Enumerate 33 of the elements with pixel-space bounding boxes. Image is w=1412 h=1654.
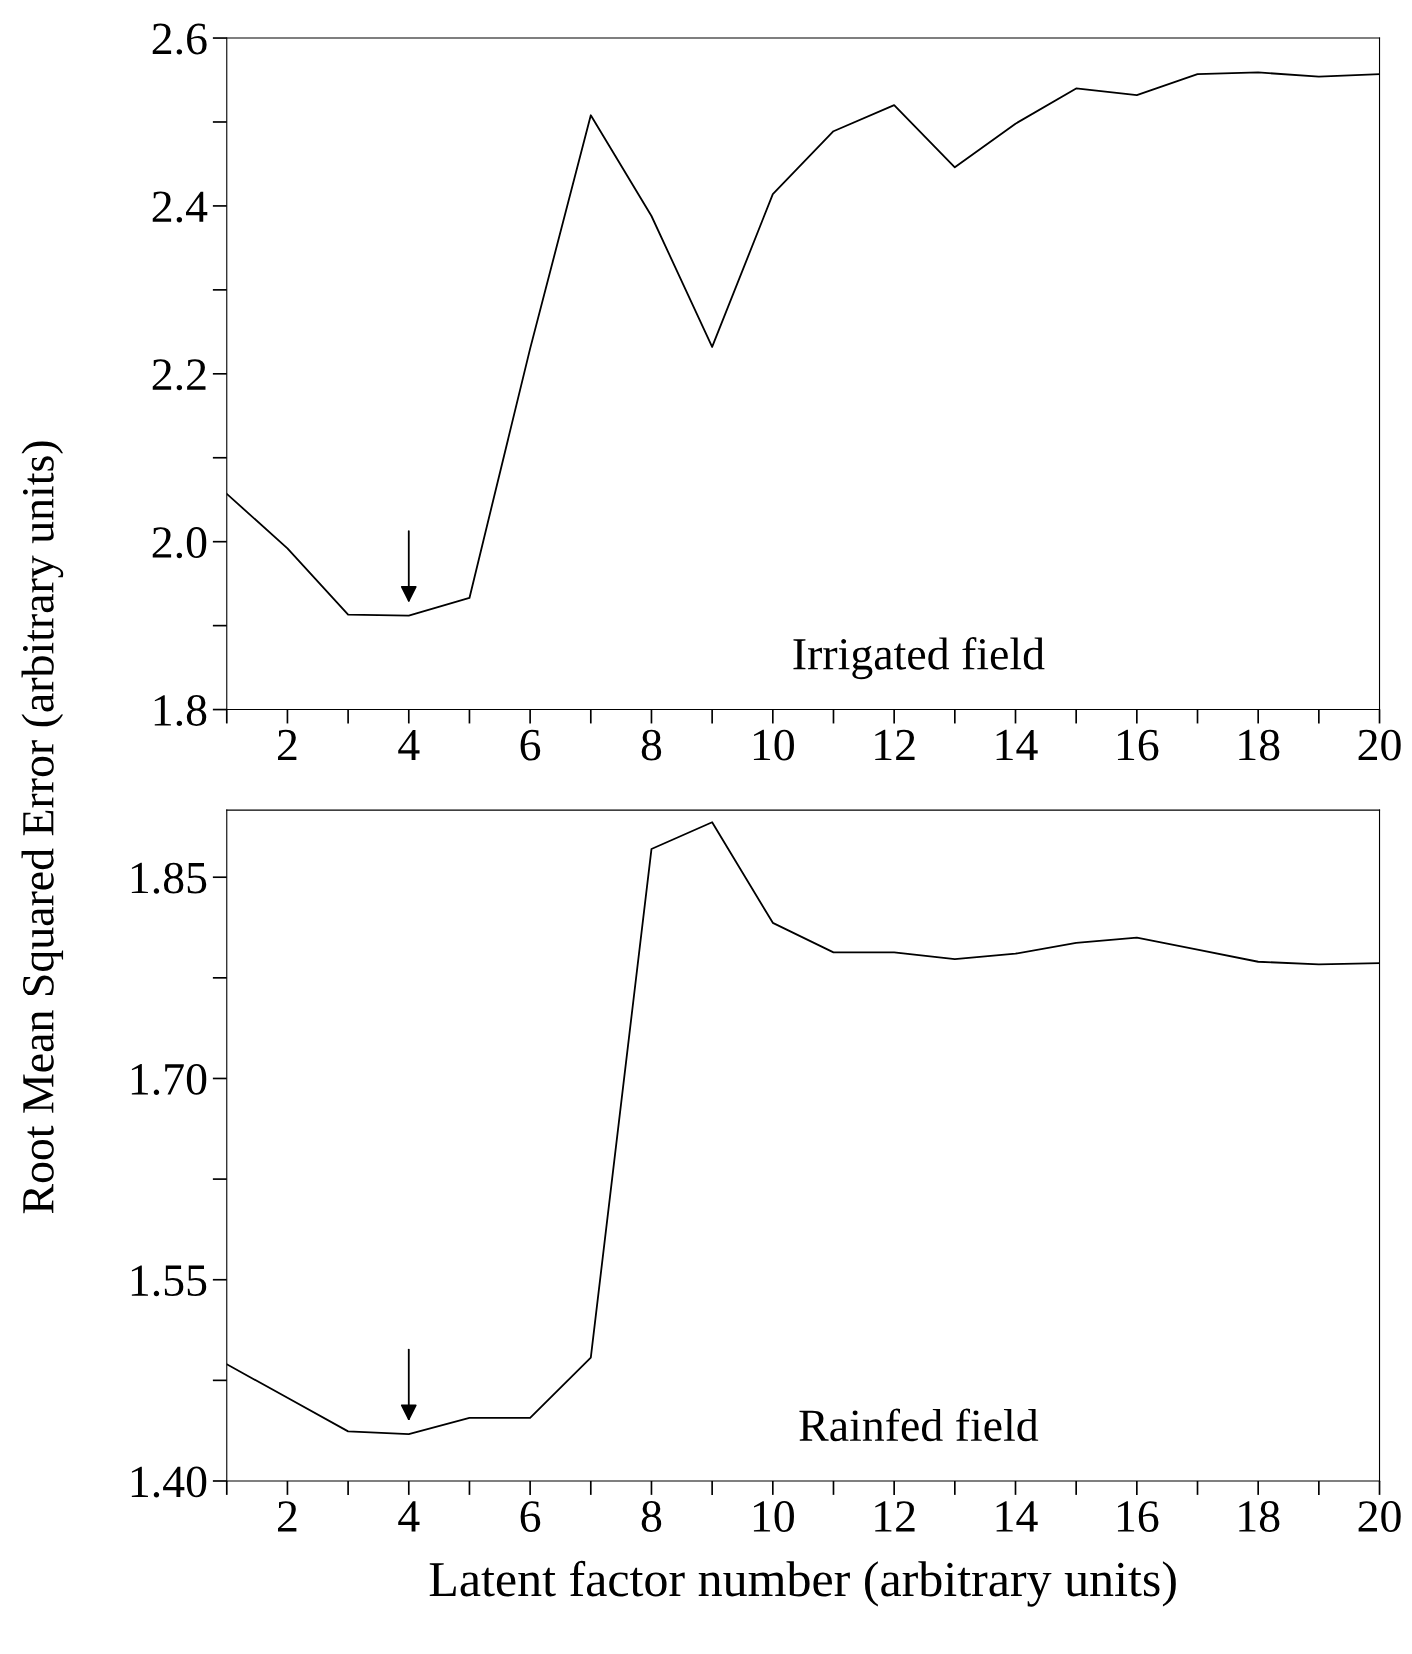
annotation: Irrigated field (793, 637, 1045, 680)
x-tick-label: 10 (753, 1501, 794, 1532)
y-tick-label: 1.55 (131, 1265, 207, 1297)
annotation: Rainfed field (799, 1408, 1039, 1442)
x-tick-label: 6 (520, 729, 541, 761)
x-tick-label: 8 (641, 1501, 662, 1532)
x-tick-label: 20 (1358, 1501, 1401, 1532)
x-tick-label: 6 (520, 1501, 541, 1532)
x-tick-label: 12 (875, 729, 915, 761)
x-tick-label: 14 (996, 729, 1038, 761)
y-axis-title: Root Mean Squared Error (arbitrary units) (21, 441, 64, 1214)
y-tick-label: 1.70 (131, 1063, 207, 1096)
x-tick-label: 8 (641, 729, 662, 761)
x-tick-label: 20 (1358, 729, 1401, 761)
y-tick-label: 2.0 (152, 527, 207, 559)
y-tick-label: 2.6 (152, 23, 207, 55)
y-tick-label: 1.40 (131, 1466, 207, 1498)
x-axis-title: Latent factor number (arbitrary units) (429, 1560, 1176, 1607)
y-tick-label: 1.85 (131, 862, 207, 894)
y-tick-label: 2.2 (152, 359, 206, 391)
x-tick-label: 10 (753, 729, 794, 761)
x-tick-label: 2 (277, 1501, 297, 1532)
x-tick-label: 16 (1117, 1501, 1159, 1532)
x-tick-label: 16 (1117, 729, 1159, 761)
x-tick-label: 18 (1239, 729, 1280, 761)
x-tick-label: 12 (875, 1501, 915, 1532)
y-tick-label: 2.4 (152, 191, 208, 223)
y-tick-label: 1.8 (154, 694, 207, 727)
x-tick-label: 4 (398, 1501, 420, 1532)
x-tick-label: 14 (996, 1501, 1038, 1532)
x-tick-label: 18 (1239, 1501, 1280, 1532)
x-tick-label: 4 (398, 729, 420, 761)
x-tick-label: 2 (277, 729, 297, 761)
